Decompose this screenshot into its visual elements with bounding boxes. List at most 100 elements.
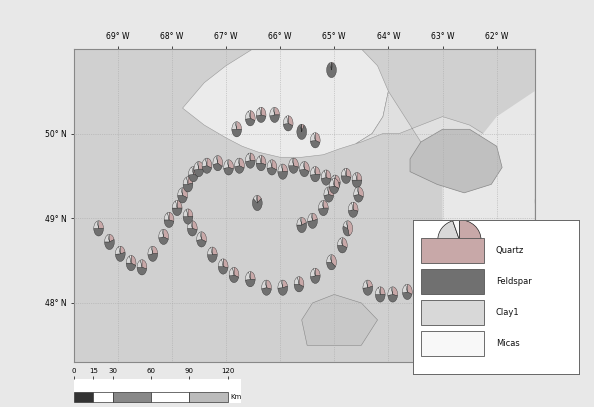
Wedge shape — [298, 277, 299, 284]
Wedge shape — [164, 220, 174, 228]
Polygon shape — [470, 311, 507, 345]
Wedge shape — [270, 108, 274, 116]
Wedge shape — [197, 239, 206, 247]
Wedge shape — [428, 271, 429, 279]
Polygon shape — [443, 91, 535, 362]
Wedge shape — [299, 162, 304, 170]
Wedge shape — [115, 252, 125, 261]
Wedge shape — [348, 210, 358, 217]
Wedge shape — [250, 153, 255, 161]
Wedge shape — [308, 219, 317, 228]
Wedge shape — [260, 155, 261, 163]
Wedge shape — [272, 160, 277, 170]
Wedge shape — [237, 122, 242, 129]
Wedge shape — [330, 183, 340, 190]
Polygon shape — [410, 129, 502, 193]
Wedge shape — [273, 107, 274, 115]
Wedge shape — [498, 282, 500, 290]
Bar — [113, 392, 151, 402]
Wedge shape — [252, 199, 262, 210]
Wedge shape — [207, 158, 212, 168]
Wedge shape — [315, 166, 320, 174]
Wedge shape — [345, 168, 346, 176]
Wedge shape — [329, 179, 334, 187]
Wedge shape — [289, 166, 298, 173]
Wedge shape — [232, 267, 234, 275]
Wedge shape — [261, 107, 266, 116]
Wedge shape — [357, 173, 362, 180]
Wedge shape — [187, 177, 188, 184]
Wedge shape — [416, 280, 418, 288]
Wedge shape — [311, 140, 320, 148]
Wedge shape — [495, 290, 504, 298]
Wedge shape — [224, 160, 229, 168]
Wedge shape — [249, 271, 250, 279]
Wedge shape — [267, 160, 272, 168]
Wedge shape — [235, 122, 237, 129]
Wedge shape — [256, 115, 266, 123]
Polygon shape — [182, 49, 388, 157]
Wedge shape — [485, 278, 487, 286]
Wedge shape — [137, 260, 142, 267]
Wedge shape — [194, 162, 199, 170]
Wedge shape — [176, 201, 177, 208]
Wedge shape — [142, 260, 147, 269]
Wedge shape — [292, 158, 293, 166]
Wedge shape — [137, 267, 147, 275]
Wedge shape — [311, 269, 315, 277]
Wedge shape — [202, 158, 207, 167]
Wedge shape — [250, 271, 255, 279]
Bar — [151, 392, 189, 402]
Wedge shape — [183, 177, 188, 184]
Wedge shape — [245, 279, 255, 287]
Wedge shape — [262, 288, 271, 295]
Wedge shape — [163, 229, 169, 239]
Wedge shape — [172, 208, 182, 216]
Wedge shape — [326, 170, 331, 179]
Wedge shape — [341, 176, 351, 184]
Wedge shape — [337, 245, 347, 253]
Wedge shape — [324, 187, 329, 195]
Wedge shape — [207, 247, 212, 255]
Wedge shape — [267, 167, 277, 175]
Wedge shape — [257, 195, 261, 203]
Wedge shape — [297, 218, 302, 225]
Wedge shape — [168, 212, 169, 220]
Wedge shape — [183, 217, 193, 224]
Wedge shape — [297, 125, 307, 140]
Wedge shape — [229, 268, 234, 276]
Wedge shape — [300, 124, 302, 132]
Wedge shape — [294, 284, 304, 292]
Wedge shape — [453, 271, 454, 279]
Wedge shape — [169, 212, 174, 221]
Wedge shape — [508, 277, 510, 284]
Wedge shape — [327, 262, 336, 270]
Wedge shape — [438, 240, 481, 260]
Wedge shape — [219, 259, 223, 267]
Wedge shape — [327, 255, 331, 262]
Wedge shape — [322, 201, 323, 208]
Text: Clay1: Clay1 — [496, 308, 520, 317]
Wedge shape — [450, 272, 454, 280]
Wedge shape — [424, 277, 434, 287]
Wedge shape — [321, 177, 331, 185]
Wedge shape — [294, 277, 299, 284]
Wedge shape — [188, 167, 194, 175]
Wedge shape — [311, 276, 320, 283]
Wedge shape — [153, 246, 157, 254]
Wedge shape — [249, 111, 250, 118]
Wedge shape — [109, 234, 114, 242]
Wedge shape — [299, 277, 304, 287]
Text: Quartz: Quartz — [496, 246, 525, 255]
Wedge shape — [188, 228, 197, 236]
Wedge shape — [391, 287, 393, 295]
Wedge shape — [299, 169, 309, 177]
Wedge shape — [94, 221, 99, 228]
Wedge shape — [312, 213, 317, 221]
Wedge shape — [94, 228, 103, 236]
Wedge shape — [368, 280, 372, 288]
Wedge shape — [500, 282, 504, 293]
Wedge shape — [406, 284, 407, 292]
Wedge shape — [453, 220, 459, 240]
Wedge shape — [323, 201, 328, 208]
